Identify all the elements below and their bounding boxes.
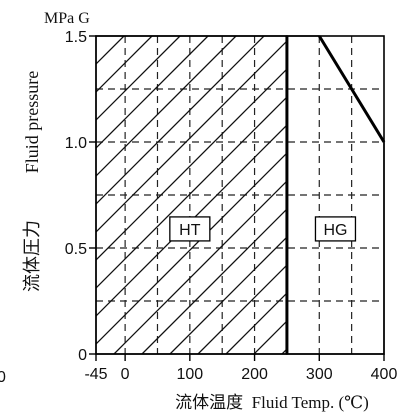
plot-border xyxy=(95,35,385,355)
stray-zero-label: 0 xyxy=(0,369,6,386)
hatch-line xyxy=(96,36,265,205)
hatch-line xyxy=(96,152,287,345)
hatch-line xyxy=(394,36,414,354)
hatch-line xyxy=(96,68,287,261)
y-tick-label: 0.5 xyxy=(65,241,87,258)
hatch-line xyxy=(113,180,287,354)
hatch-line xyxy=(96,36,237,177)
axis-ticks xyxy=(89,35,385,361)
x-tick-label: 100 xyxy=(176,366,203,383)
hatch-line xyxy=(197,264,287,354)
y-tick-label: 0 xyxy=(78,347,87,364)
hatch-line xyxy=(169,236,287,354)
y-axis-label-english: Fluid pressure xyxy=(22,71,42,174)
hatch-line xyxy=(96,36,181,121)
hatch-line xyxy=(96,40,287,233)
x-tick-label: 0 xyxy=(121,366,130,383)
x-tick-label: -45 xyxy=(84,366,107,383)
x-axis-label: 流体温度 Fluid Temp. (℃) xyxy=(175,393,369,412)
x-tick-label: 400 xyxy=(371,366,398,383)
x-tick-label: 300 xyxy=(306,366,333,383)
hatch-line xyxy=(96,36,97,37)
ht-region-label: HT xyxy=(179,222,201,239)
y-tick-label: 1.0 xyxy=(65,135,87,152)
hatch-line xyxy=(141,208,287,354)
grid-lines xyxy=(96,36,384,354)
tick-labels: -45 0 100 200 300 400 0 0.5 1.0 1.5 xyxy=(65,29,398,383)
hatch-line xyxy=(96,36,209,149)
hatch-line xyxy=(96,124,287,317)
ht-region-label-box xyxy=(169,216,211,242)
hatch-line xyxy=(96,96,287,289)
unit-label: MPa G xyxy=(44,10,90,27)
hg-region-label: HG xyxy=(323,222,347,239)
y-axis-label-japanese: 流体圧力 xyxy=(22,220,42,292)
hatch-line xyxy=(225,292,287,354)
hg-region-label-box xyxy=(314,216,357,242)
ht-hatching xyxy=(96,36,414,354)
plot-frame: HT HG xyxy=(95,35,386,355)
x-tick-label: 200 xyxy=(241,366,268,383)
hg-pressure-limit-line xyxy=(318,35,386,143)
y-tick-label: 1.5 xyxy=(65,29,87,46)
hatch-line xyxy=(96,36,153,93)
